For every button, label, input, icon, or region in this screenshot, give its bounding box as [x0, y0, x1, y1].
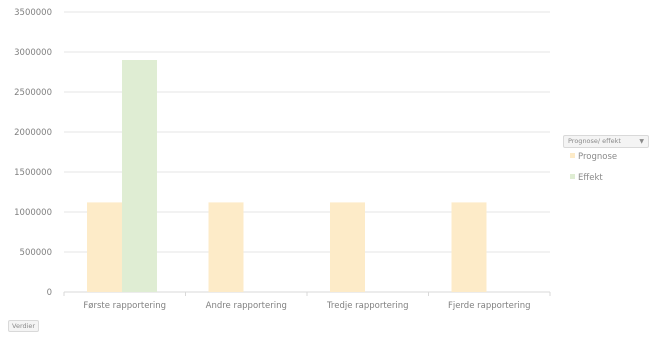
dropdown-arrow-icon[interactable]: ▼ — [639, 138, 644, 145]
y-tick-label: 1500000 — [14, 168, 52, 178]
bar-prognose-3 — [330, 202, 365, 292]
x-category-label: Tredje rapportering — [326, 301, 409, 311]
bar-prognose-4 — [451, 202, 487, 292]
y-tick-label: 2000000 — [14, 128, 52, 138]
legend-swatch-prognose — [570, 153, 575, 158]
legend-label-effekt: Effekt — [578, 173, 603, 183]
values-field-button[interactable]: Verdier — [8, 320, 40, 332]
y-tick-label: 500000 — [20, 248, 52, 258]
bar-effekt-1 — [122, 60, 157, 292]
x-category-label: Første rapportering — [83, 301, 166, 311]
legend-filter-label: Prognose/ effekt — [568, 137, 621, 145]
y-tick-label: 0 — [47, 288, 52, 298]
values-field-label: Verdier — [12, 322, 36, 330]
x-category-label: Andre rapportering — [206, 301, 287, 311]
y-tick-label: 3000000 — [14, 48, 52, 58]
bar-prognose-1 — [87, 202, 122, 292]
legend-swatch-effekt — [570, 174, 575, 179]
legend-item-prognose: Prognose — [570, 152, 617, 163]
x-category-label: Fjerde rapportering — [448, 301, 531, 311]
legend-filter-dropdown[interactable]: Prognose/ effekt ▼ — [563, 135, 649, 148]
bar-prognose-2 — [208, 202, 244, 292]
legend-label-prognose: Prognose — [578, 152, 618, 162]
y-tick-label: 3500000 — [14, 8, 52, 18]
legend-item-effekt: Effekt — [570, 173, 603, 184]
y-tick-label: 2500000 — [14, 88, 52, 98]
y-tick-label: 1000000 — [14, 208, 52, 218]
